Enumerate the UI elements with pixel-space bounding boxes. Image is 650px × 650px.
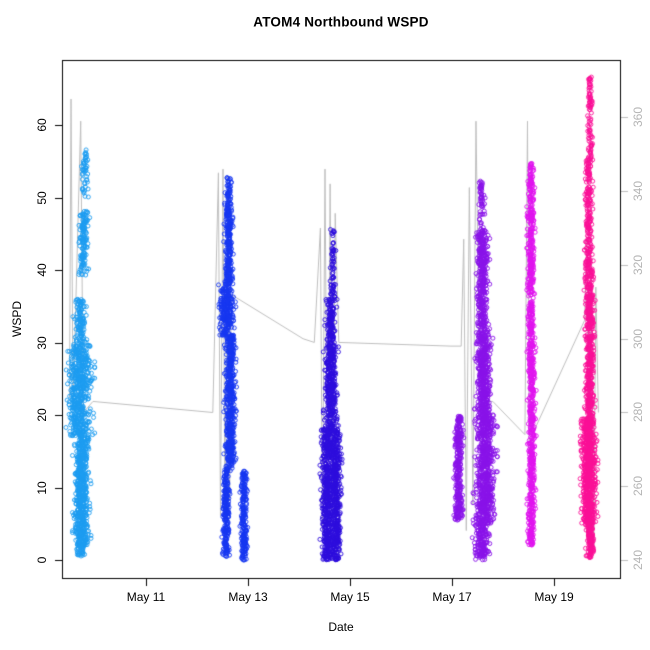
y-right-tick-label: 280 xyxy=(631,402,645,423)
chart-title: ATOM4 Northbound WSPD xyxy=(253,14,429,30)
y-right-tick-label: 300 xyxy=(631,328,645,349)
x-tick-label: May 13 xyxy=(228,590,268,604)
x-tick-label: May 11 xyxy=(126,590,166,604)
y-right-tick-label: 320 xyxy=(631,254,645,275)
y-right-tick-label: 240 xyxy=(631,549,645,571)
x-tick-label: May 17 xyxy=(432,590,472,604)
x-axis-label: Date xyxy=(328,620,354,634)
y-axis-label: WSPD xyxy=(10,301,24,337)
y-left-tick-label: 10 xyxy=(35,480,49,495)
y-left-tick-label: 20 xyxy=(35,408,49,422)
y-left-tick-label: 30 xyxy=(35,335,49,350)
y-right-tick-label: 260 xyxy=(631,476,645,497)
x-tick-label: May 15 xyxy=(330,590,370,604)
y-left-tick-label: 60 xyxy=(35,118,49,132)
y-left-tick-label: 50 xyxy=(35,190,49,205)
y-left-tick-label: 40 xyxy=(35,263,49,277)
y-right-tick-label: 340 xyxy=(631,181,645,202)
x-tick-label: May 19 xyxy=(534,590,574,604)
y-right-tick-label: 360 xyxy=(631,107,645,128)
y-left-tick-label: 0 xyxy=(35,556,49,564)
